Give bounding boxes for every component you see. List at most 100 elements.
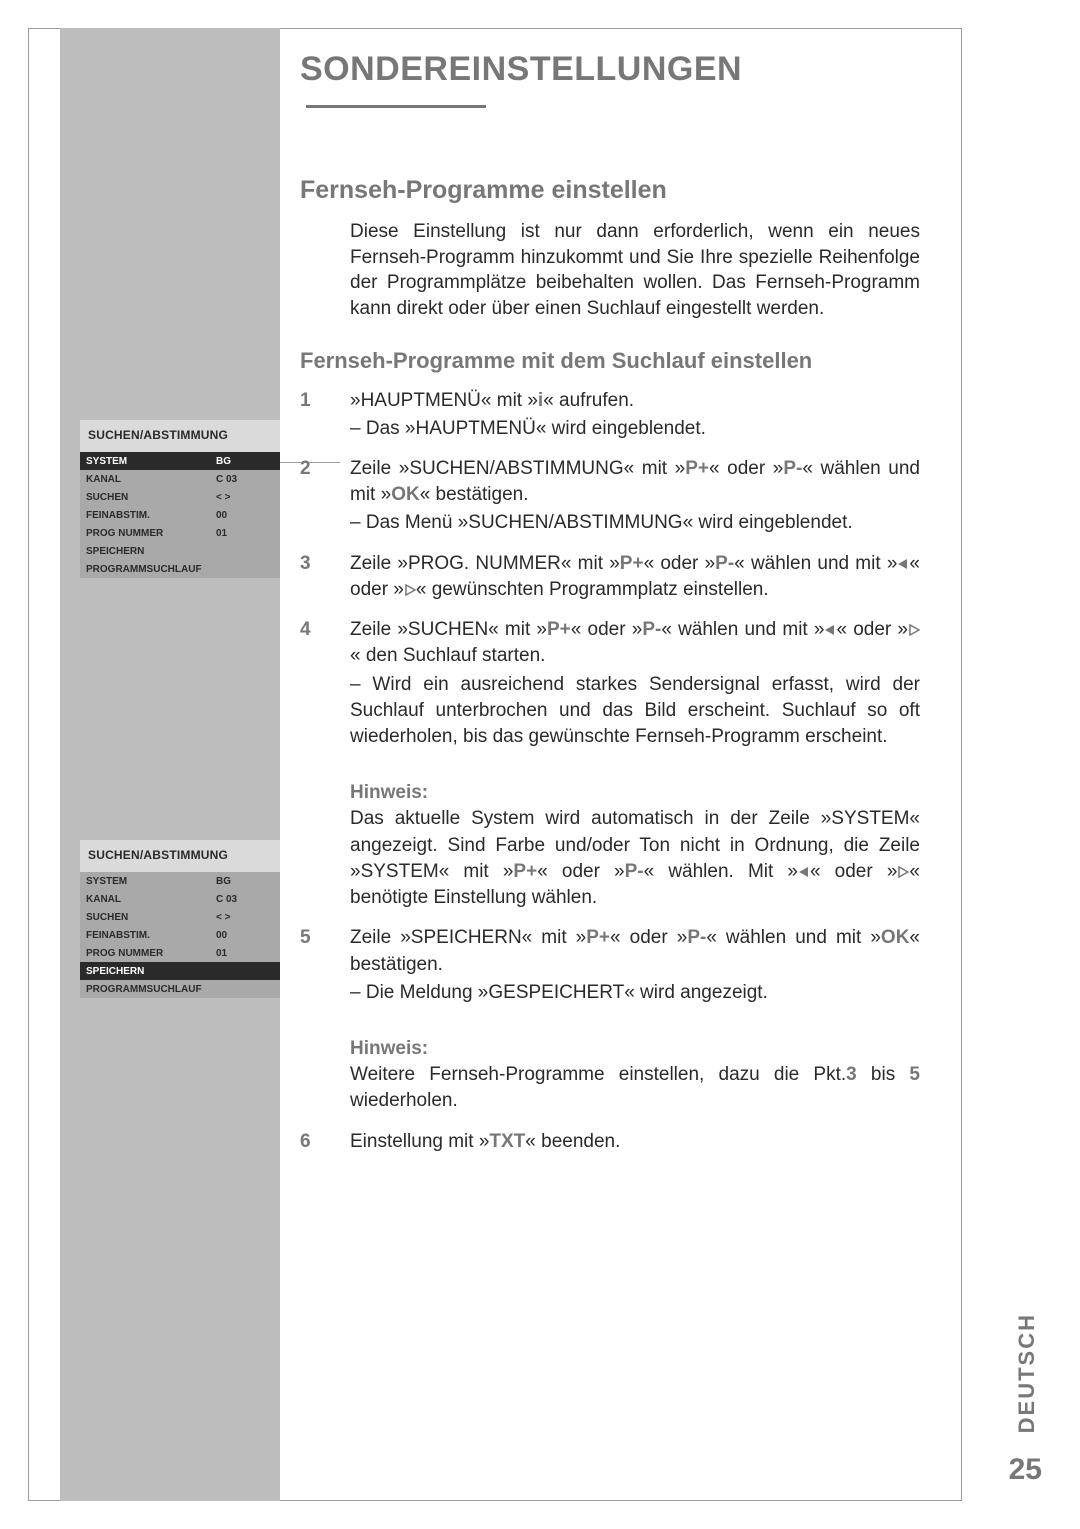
osd-caption: SUCHEN/ABSTIMMUNG bbox=[80, 840, 280, 872]
step-text: « den Suchlauf starten. bbox=[350, 645, 545, 666]
osd-row: SUCHEN< > bbox=[80, 488, 280, 506]
hint-text: « oder » bbox=[810, 861, 897, 882]
step-number: 5 bbox=[300, 925, 336, 1006]
osd-value bbox=[210, 542, 280, 560]
osd-key: PROGRAMMSUCHLAUF bbox=[80, 560, 210, 578]
hint-text: « oder » bbox=[537, 861, 624, 882]
language-tab: DEUTSCH bbox=[1014, 1313, 1040, 1433]
step-text: « oder » bbox=[571, 619, 643, 640]
osd-value: 01 bbox=[210, 944, 280, 962]
step-text: Zeile »SUCHEN« mit » bbox=[350, 619, 547, 640]
osd-value bbox=[210, 560, 280, 578]
osd-row: PROG NUMMER01 bbox=[80, 524, 280, 542]
step-text: « gewünschten Programmplatz einstellen. bbox=[416, 579, 769, 600]
sidebar-column bbox=[60, 28, 280, 1501]
page-title: SONDEREINSTELLUNGEN bbox=[300, 50, 920, 128]
hint-text: « wählen. Mit » bbox=[644, 861, 798, 882]
step-number: 4 bbox=[300, 617, 336, 750]
osd-table: SYSTEMBGKANALC 03SUCHEN< >FEINABSTIM.00P… bbox=[80, 452, 280, 578]
osd-row: FEINABSTIM.00 bbox=[80, 926, 280, 944]
step-text: « aufrufen. bbox=[543, 390, 634, 411]
title-text: SONDEREINSTELLUNGEN bbox=[300, 50, 742, 88]
intro-paragraph: Diese Einstellung ist nur dann erforderl… bbox=[350, 219, 920, 322]
step-number: 3 bbox=[300, 551, 336, 603]
osd-key: SYSTEM bbox=[80, 872, 210, 890]
osd-key: FEINABSTIM. bbox=[80, 926, 210, 944]
step-text: Einstellung mit » bbox=[350, 1131, 489, 1152]
step-5: 5 Zeile »SPEICHERN« mit »P+« oder »P-« w… bbox=[300, 925, 920, 1006]
osd-value: < > bbox=[210, 908, 280, 926]
osd-row: PROGRAMMSUCHLAUF bbox=[80, 560, 280, 578]
hint-label: Hinweis: bbox=[350, 1036, 920, 1062]
triangle-left-icon bbox=[798, 866, 810, 878]
osd-key: KANAL bbox=[80, 470, 210, 488]
btn-ok: OK bbox=[391, 484, 420, 505]
step-sub: – Die Meldung »GESPEICHERT« wird angezei… bbox=[350, 980, 920, 1006]
btn-p-plus: P+ bbox=[620, 553, 644, 574]
osd-key: KANAL bbox=[80, 890, 210, 908]
step-text: « beenden. bbox=[525, 1131, 620, 1152]
step-text: « wählen und mit » bbox=[706, 927, 881, 948]
main-content: SONDEREINSTELLUNGEN Fernseh-Programme ei… bbox=[300, 50, 920, 1155]
osd-key: SUCHEN bbox=[80, 908, 210, 926]
osd-value bbox=[210, 962, 280, 980]
osd-value: 00 bbox=[210, 926, 280, 944]
ref-3: 3 bbox=[846, 1064, 857, 1085]
osd-row: SYSTEMBG bbox=[80, 452, 280, 470]
step-text: « oder » bbox=[610, 927, 687, 948]
osd-menu-1: SUCHEN/ABSTIMMUNGSYSTEMBGKANALC 03SUCHEN… bbox=[80, 420, 280, 578]
btn-p-plus: P+ bbox=[547, 619, 571, 640]
step-4: 4 Zeile »SUCHEN« mit »P+« oder »P-« wähl… bbox=[300, 617, 920, 750]
btn-p-minus: P- bbox=[642, 619, 661, 640]
osd-row: SUCHEN< > bbox=[80, 908, 280, 926]
triangle-right-icon bbox=[908, 624, 920, 636]
btn-p-plus: P+ bbox=[513, 861, 537, 882]
osd-key: SPEICHERN bbox=[80, 962, 210, 980]
osd-key: PROG NUMMER bbox=[80, 944, 210, 962]
osd-row: KANALC 03 bbox=[80, 470, 280, 488]
step-text: « oder » bbox=[836, 619, 908, 640]
osd-key: SUCHEN bbox=[80, 488, 210, 506]
osd-table: SYSTEMBGKANALC 03SUCHEN< >FEINABSTIM.00P… bbox=[80, 872, 280, 998]
step-text: « wählen und mit » bbox=[661, 619, 824, 640]
osd-value: 01 bbox=[210, 524, 280, 542]
btn-p-minus: P- bbox=[715, 553, 734, 574]
osd-key: SYSTEM bbox=[80, 452, 210, 470]
ref-5: 5 bbox=[909, 1064, 920, 1085]
osd-row: PROGRAMMSUCHLAUF bbox=[80, 980, 280, 998]
osd-row: FEINABSTIM.00 bbox=[80, 506, 280, 524]
steps-list: 1 »HAUPTMENÜ« mit »i« aufrufen. – Das »H… bbox=[300, 388, 920, 1155]
step-3: 3 Zeile »PROG. NUMMER« mit »P+« oder »P-… bbox=[300, 551, 920, 603]
step-1: 1 »HAUPTMENÜ« mit »i« aufrufen. – Das »H… bbox=[300, 388, 920, 442]
hint-text: Weitere Fernseh-Programme einstellen, da… bbox=[350, 1064, 846, 1085]
osd-row: SYSTEMBG bbox=[80, 872, 280, 890]
hint-1: Hinweis: Das aktuelle System wird automa… bbox=[300, 764, 920, 911]
osd-value: < > bbox=[210, 488, 280, 506]
step-text: Zeile »PROG. NUMMER« mit » bbox=[350, 553, 620, 574]
page-number: 25 bbox=[1009, 1453, 1042, 1487]
step-text: « bestätigen. bbox=[420, 484, 529, 505]
osd-menu-2: SUCHEN/ABSTIMMUNGSYSTEMBGKANALC 03SUCHEN… bbox=[80, 840, 280, 998]
step-sub: – Das »HAUPTMENÜ« wird eingeblendet. bbox=[350, 416, 920, 442]
btn-txt: TXT bbox=[489, 1131, 525, 1152]
btn-ok: OK bbox=[881, 927, 910, 948]
step-text: « oder » bbox=[644, 553, 716, 574]
step-number: 2 bbox=[300, 456, 336, 537]
osd-key: PROG NUMMER bbox=[80, 524, 210, 542]
btn-p-minus: P- bbox=[625, 861, 644, 882]
step-text: « oder » bbox=[709, 458, 783, 479]
triangle-right-icon bbox=[897, 866, 909, 878]
osd-row: KANALC 03 bbox=[80, 890, 280, 908]
osd-row: SPEICHERN bbox=[80, 542, 280, 560]
osd-key: PROGRAMMSUCHLAUF bbox=[80, 980, 210, 998]
osd-value: C 03 bbox=[210, 470, 280, 488]
hint-label: Hinweis: bbox=[350, 780, 920, 806]
step-number: 1 bbox=[300, 388, 336, 442]
hint-2: Hinweis: Weitere Fernseh-Programme einst… bbox=[300, 1020, 920, 1115]
section-heading: Fernseh-Programme einstellen bbox=[300, 176, 920, 205]
osd-caption: SUCHEN/ABSTIMMUNG bbox=[80, 420, 280, 452]
subsection-heading: Fernseh-Programme mit dem Suchlauf einst… bbox=[300, 348, 920, 374]
btn-p-plus: P+ bbox=[685, 458, 709, 479]
osd-value: BG bbox=[210, 452, 280, 470]
hint-text: wiederholen. bbox=[350, 1090, 458, 1111]
